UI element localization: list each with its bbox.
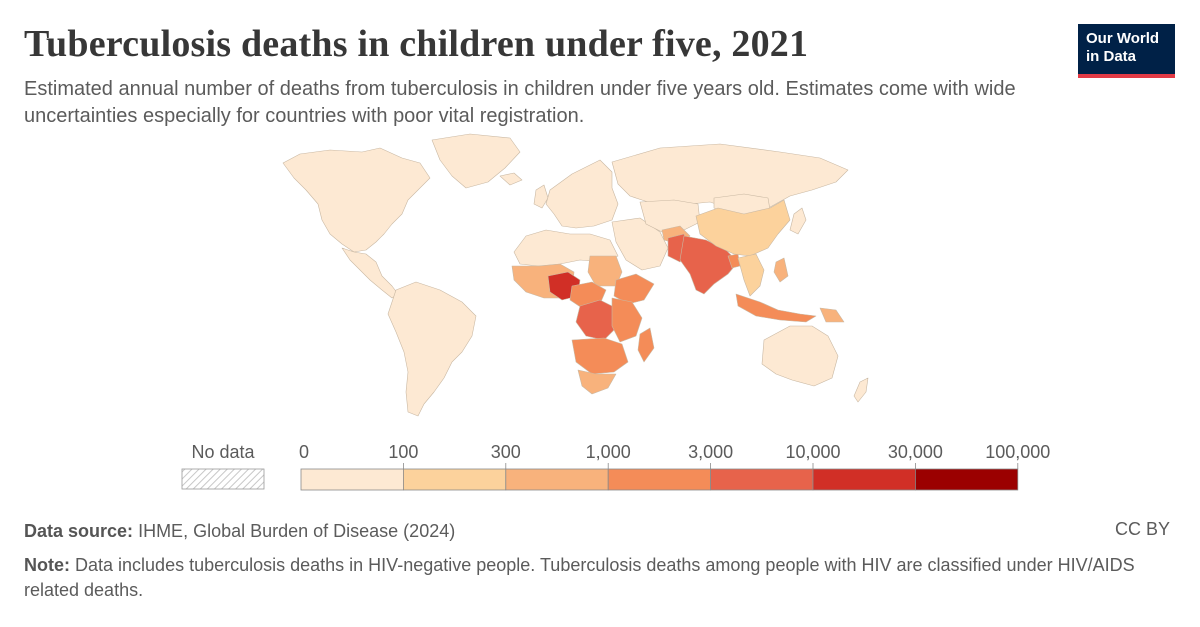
- region-southern-africa[interactable]: [571, 337, 629, 375]
- map-regions: [282, 133, 869, 417]
- legend-tick-label-7: 100,000: [985, 442, 1050, 462]
- legend-no-data-swatch: [181, 468, 265, 490]
- legend-tick-label-4: 3,000: [688, 442, 733, 462]
- note-text: Data includes tuberculosis deaths in HIV…: [24, 555, 1135, 600]
- legend-bin-1[interactable]: [402, 468, 507, 491]
- region-australia[interactable]: [761, 325, 839, 387]
- region-madagascar[interactable]: [637, 327, 655, 363]
- region-dr-congo[interactable]: [575, 299, 617, 341]
- data-source: Data source: IHME, Global Burden of Dise…: [24, 519, 455, 544]
- legend: No data 0 100 300 1,000 3,000 10,000 30,000 100…: [181, 442, 1050, 491]
- region-ethiopia[interactable]: [613, 273, 655, 305]
- world-map: No data 0 100 300 1,000 3,000 10,000 30,000 100…: [181, 133, 1050, 491]
- region-iceland[interactable]: [499, 172, 523, 186]
- legend-tick-label-0: 0: [299, 442, 309, 462]
- region-southeast-asia[interactable]: [737, 253, 765, 297]
- legend-bin-0[interactable]: [300, 468, 404, 491]
- logo-line-2: in Data: [1086, 48, 1137, 65]
- region-south-africa[interactable]: [577, 369, 617, 395]
- legend-bins: [300, 468, 1019, 491]
- source-label: Data source:: [24, 521, 134, 541]
- legend-tick-label-2: 300: [491, 442, 521, 462]
- legend-no-data-label: No data: [191, 442, 255, 462]
- region-indonesia[interactable]: [735, 293, 817, 323]
- chart-note: Note: Data includes tuberculosis deaths …: [24, 553, 1174, 603]
- region-united-kingdom[interactable]: [533, 184, 549, 209]
- chart-title: Tuberculosis deaths in children under fi…: [24, 23, 809, 65]
- region-north-america[interactable]: [282, 147, 431, 253]
- region-papua-new-guinea[interactable]: [819, 307, 845, 323]
- region-central-asia[interactable]: [639, 199, 701, 233]
- legend-bin-5[interactable]: [812, 468, 916, 491]
- owid-logo[interactable]: Our World in Data: [1078, 24, 1175, 78]
- legend-tick-label-3: 1,000: [586, 442, 631, 462]
- logo-line-1: Our World: [1086, 30, 1160, 47]
- legend-bin-4[interactable]: [710, 468, 814, 491]
- source-text[interactable]: IHME, Global Burden of Disease (2024): [138, 521, 456, 541]
- region-philippines[interactable]: [773, 257, 789, 283]
- legend-bin-2[interactable]: [505, 468, 609, 491]
- legend-ticks: 0 100 300 1,000 3,000 10,000 30,000 100,000: [299, 442, 1050, 469]
- region-china[interactable]: [695, 199, 791, 257]
- region-central-america[interactable]: [341, 247, 399, 299]
- legend-bin-3[interactable]: [607, 468, 712, 491]
- legend-tick-label-1: 100: [388, 442, 418, 462]
- region-south-america[interactable]: [387, 281, 477, 417]
- region-europe[interactable]: [545, 159, 619, 229]
- region-new-zealand[interactable]: [853, 377, 869, 403]
- legend-tick-label-6: 30,000: [888, 442, 943, 462]
- license-text[interactable]: CC BY: [1114, 519, 1170, 539]
- legend-tick-label-5: 10,000: [785, 442, 840, 462]
- region-japan[interactable]: [789, 207, 807, 235]
- legend-bin-6[interactable]: [915, 468, 1019, 491]
- note-label: Note:: [24, 555, 70, 575]
- region-east-africa[interactable]: [611, 297, 643, 343]
- chart-subtitle: Estimated annual number of deaths from t…: [24, 78, 1016, 127]
- region-greenland[interactable]: [431, 133, 521, 189]
